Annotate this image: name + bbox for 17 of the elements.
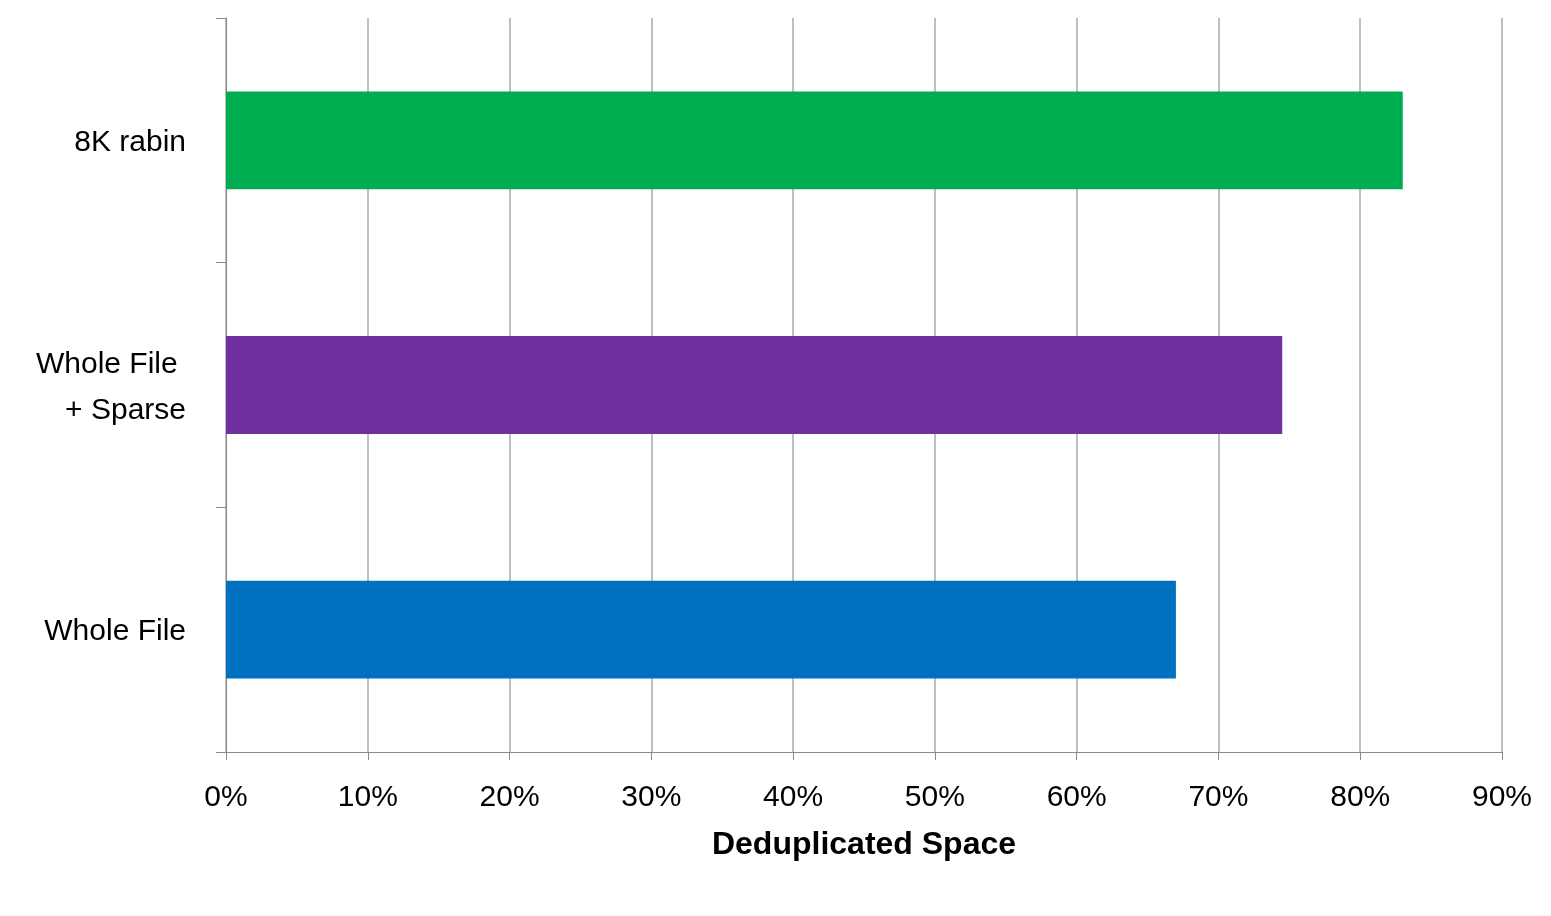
bar	[226, 91, 1403, 190]
x-tick-label: 30%	[621, 778, 682, 812]
y-tick-label: Whole File	[44, 613, 186, 647]
y-tick-label: 8K rabin	[74, 123, 186, 157]
bar	[226, 336, 1283, 434]
x-tick-label: 50%	[904, 778, 965, 812]
x-tick-label: 80%	[1330, 778, 1391, 812]
x-tick-label: 20%	[479, 778, 540, 812]
bar	[226, 580, 1176, 679]
x-tick-label: 90%	[1471, 778, 1533, 812]
x-tick-label: 10%	[337, 778, 398, 812]
x-axis-title: Deduplicated Space	[711, 825, 1017, 861]
x-tick-label: 40%	[763, 778, 824, 812]
x-tick-label: 60%	[1046, 778, 1107, 812]
x-tick-label: 70%	[1188, 778, 1249, 812]
x-tick-label: 0%	[204, 778, 248, 812]
y-tick-label: Whole File + Sparse	[35, 345, 186, 425]
